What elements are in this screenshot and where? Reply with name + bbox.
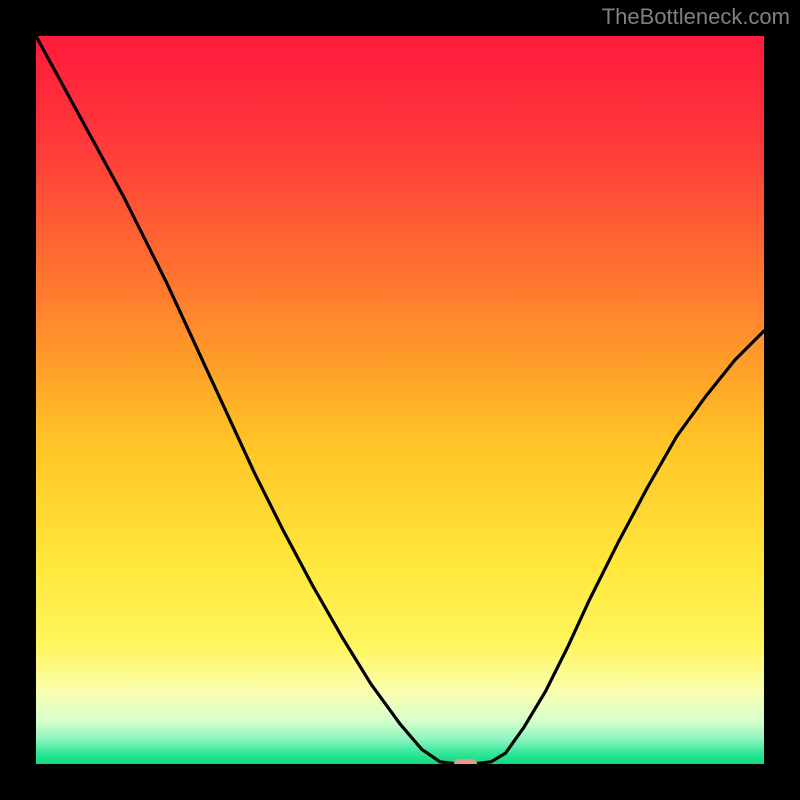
chart-outer-frame: TheBottleneck.com xyxy=(0,0,800,800)
plot-area xyxy=(36,36,764,764)
minimum-marker xyxy=(454,759,477,764)
gradient-background xyxy=(36,36,764,764)
chart-svg xyxy=(36,36,764,764)
watermark-label: TheBottleneck.com xyxy=(602,4,790,30)
